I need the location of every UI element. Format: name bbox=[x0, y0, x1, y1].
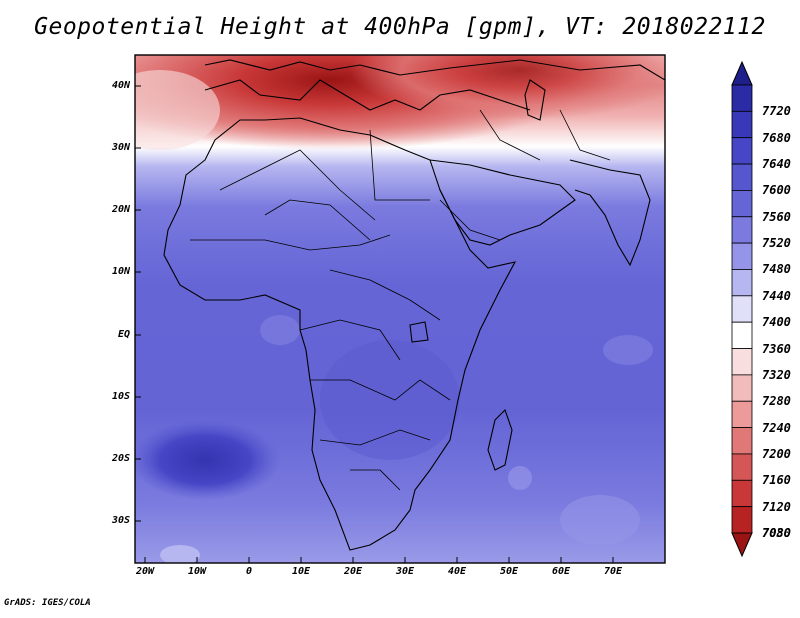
plot-title: Geopotential Height at 400hPa [gpm], VT:… bbox=[34, 14, 766, 40]
lon-label-30e: 30E bbox=[395, 566, 415, 577]
colorbar-cell bbox=[731, 137, 753, 165]
colorbar-label: 7030 bbox=[762, 526, 791, 540]
colorbar-cell bbox=[731, 427, 753, 455]
colorbar-label: 7160 bbox=[762, 473, 791, 488]
lon-label-0: 0 bbox=[245, 566, 253, 577]
colorbar-label: 7720 bbox=[762, 104, 791, 119]
colorbar-label: 7520 bbox=[762, 236, 791, 251]
height-field bbox=[135, 55, 665, 563]
lat-label-40n: 40N bbox=[111, 80, 130, 91]
colorbar-cell bbox=[731, 216, 753, 244]
borders bbox=[190, 109, 611, 491]
colorbar-top-arrow bbox=[731, 60, 753, 86]
lon-label-10w: 10W bbox=[187, 566, 207, 577]
lat-label-20n: 20N bbox=[111, 204, 130, 215]
colorbar-cell bbox=[731, 242, 753, 270]
axis-ticks bbox=[135, 85, 614, 563]
colorbar-cells bbox=[731, 84, 753, 534]
colorbar-cell bbox=[731, 163, 753, 191]
colorbar-label: 7480 bbox=[762, 262, 791, 277]
colorbar-label: 7280 bbox=[762, 394, 791, 409]
lat-label-20s: 20S bbox=[111, 453, 130, 464]
lat-label-10s: 10S bbox=[111, 391, 130, 402]
colorbar-cell bbox=[731, 84, 753, 112]
colorbar-label: 7360 bbox=[762, 341, 791, 356]
colorbar-label: 7320 bbox=[762, 367, 791, 382]
colorbar-bottom-arrow bbox=[731, 532, 753, 558]
colorbar-cell bbox=[731, 269, 753, 297]
colorbar-cell bbox=[731, 374, 753, 402]
coastlines bbox=[163, 59, 665, 551]
lat-label-eq: EQ bbox=[117, 329, 130, 340]
lon-label-70e: 70E bbox=[603, 566, 623, 577]
colorbar-cell bbox=[731, 110, 753, 139]
colorbar-cell bbox=[731, 321, 753, 349]
colorbar bbox=[731, 60, 753, 558]
colorbar-cell bbox=[731, 479, 753, 508]
colorbar-cell bbox=[731, 190, 753, 218]
colorbar-label: 7680 bbox=[762, 130, 791, 145]
colorbar-cell bbox=[731, 400, 753, 428]
lon-label-10e: 10E bbox=[291, 566, 311, 577]
lat-label-30s: 30S bbox=[111, 515, 130, 526]
colorbar-label: 7120 bbox=[762, 499, 791, 514]
colorbar-label: 7600 bbox=[762, 183, 791, 198]
grads-credit: GrADS: IGES/COLA bbox=[4, 598, 91, 608]
colorbar-label: 7400 bbox=[762, 315, 791, 330]
colorbar-label: 7240 bbox=[762, 420, 791, 435]
colorbar-cell bbox=[731, 295, 753, 323]
colorbar-cell bbox=[731, 453, 753, 481]
colorbar-cell bbox=[731, 506, 753, 534]
colorbar-label: 7640 bbox=[762, 157, 791, 172]
colorbar-label: 7560 bbox=[762, 209, 791, 224]
lat-label-30n: 30N bbox=[111, 142, 130, 153]
colorbar-label: 7080 bbox=[762, 526, 791, 540]
lon-label-20e: 20E bbox=[343, 566, 363, 577]
lon-label-20w: 20W bbox=[135, 566, 155, 577]
lon-label-40e: 40E bbox=[447, 566, 467, 577]
colorbar-label: 7440 bbox=[762, 288, 791, 303]
lon-label-60e: 60E bbox=[551, 566, 571, 577]
map-frame bbox=[134, 54, 666, 564]
lon-label-50e: 50E bbox=[499, 566, 519, 577]
lat-label-10n: 10N bbox=[111, 266, 130, 277]
colorbar-label: 7200 bbox=[762, 446, 791, 461]
colorbar-cell bbox=[731, 348, 753, 376]
